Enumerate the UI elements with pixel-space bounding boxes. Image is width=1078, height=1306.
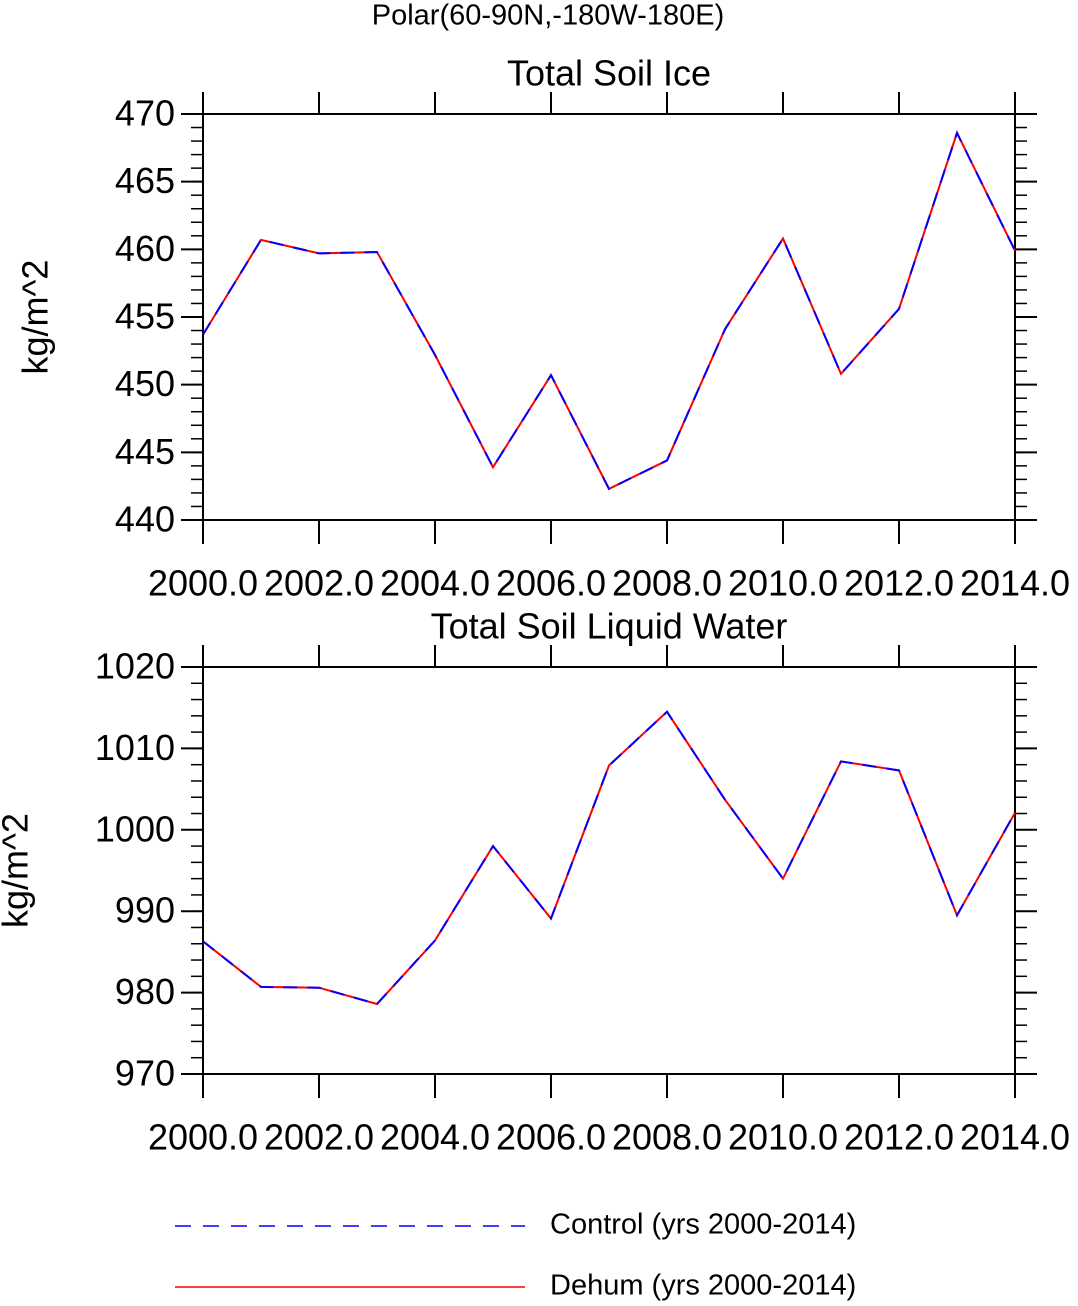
x-tick-label: 2014.0	[960, 563, 1070, 604]
x-tick-label: 2002.0	[264, 1117, 374, 1158]
y-tick-label: 470	[115, 93, 175, 134]
x-tick-label: 2012.0	[844, 1117, 954, 1158]
series-line	[202, 710, 1016, 1006]
x-tick-label: 2008.0	[612, 1117, 722, 1158]
legend-label: Control (yrs 2000-2014)	[550, 1209, 856, 1241]
y-tick-label: 1010	[95, 727, 175, 768]
x-tick-label: 2006.0	[496, 1117, 606, 1158]
x-tick-label: 2002.0	[264, 563, 374, 604]
y-tick-label: 1020	[95, 646, 175, 687]
x-tick-label: 2014.0	[960, 1117, 1070, 1158]
plot-frame	[202, 113, 1016, 521]
series-line	[202, 710, 1016, 1006]
x-tick-label: 2000.0	[148, 1117, 258, 1158]
plot-frame	[202, 666, 1016, 1075]
x-tick-label: 2010.0	[728, 1117, 838, 1158]
y-tick-label: 1000	[95, 808, 175, 849]
y-tick-label: 460	[115, 228, 175, 269]
y-tick-label: 450	[115, 363, 175, 404]
series-line	[202, 130, 1016, 491]
x-tick-label: 2008.0	[612, 563, 722, 604]
chart-title: Total Soil Ice	[507, 53, 711, 94]
y-tick-label: 980	[115, 971, 175, 1012]
y-tick-label: 970	[115, 1053, 175, 1094]
x-tick-label: 2012.0	[844, 563, 954, 604]
y-tick-label: 465	[115, 160, 175, 201]
y-tick-label: 990	[115, 890, 175, 931]
y-tick-label: 445	[115, 431, 175, 472]
y-tick-label: 455	[115, 296, 175, 337]
legend-label: Dehum (yrs 2000-2014)	[550, 1270, 856, 1302]
y-tick-label: 440	[115, 499, 175, 540]
series-line	[202, 130, 1016, 491]
x-tick-label: 2006.0	[496, 563, 606, 604]
y-axis-label: kg/m^2	[0, 813, 36, 928]
x-tick-label: 2000.0	[148, 563, 258, 604]
y-axis-label: kg/m^2	[15, 260, 56, 375]
figure-title: Polar(60-90N,-180W-180E)	[372, 0, 724, 32]
x-tick-label: 2004.0	[380, 1117, 490, 1158]
x-tick-label: 2004.0	[380, 563, 490, 604]
x-tick-label: 2010.0	[728, 563, 838, 604]
chart-title: Total Soil Liquid Water	[431, 606, 788, 647]
